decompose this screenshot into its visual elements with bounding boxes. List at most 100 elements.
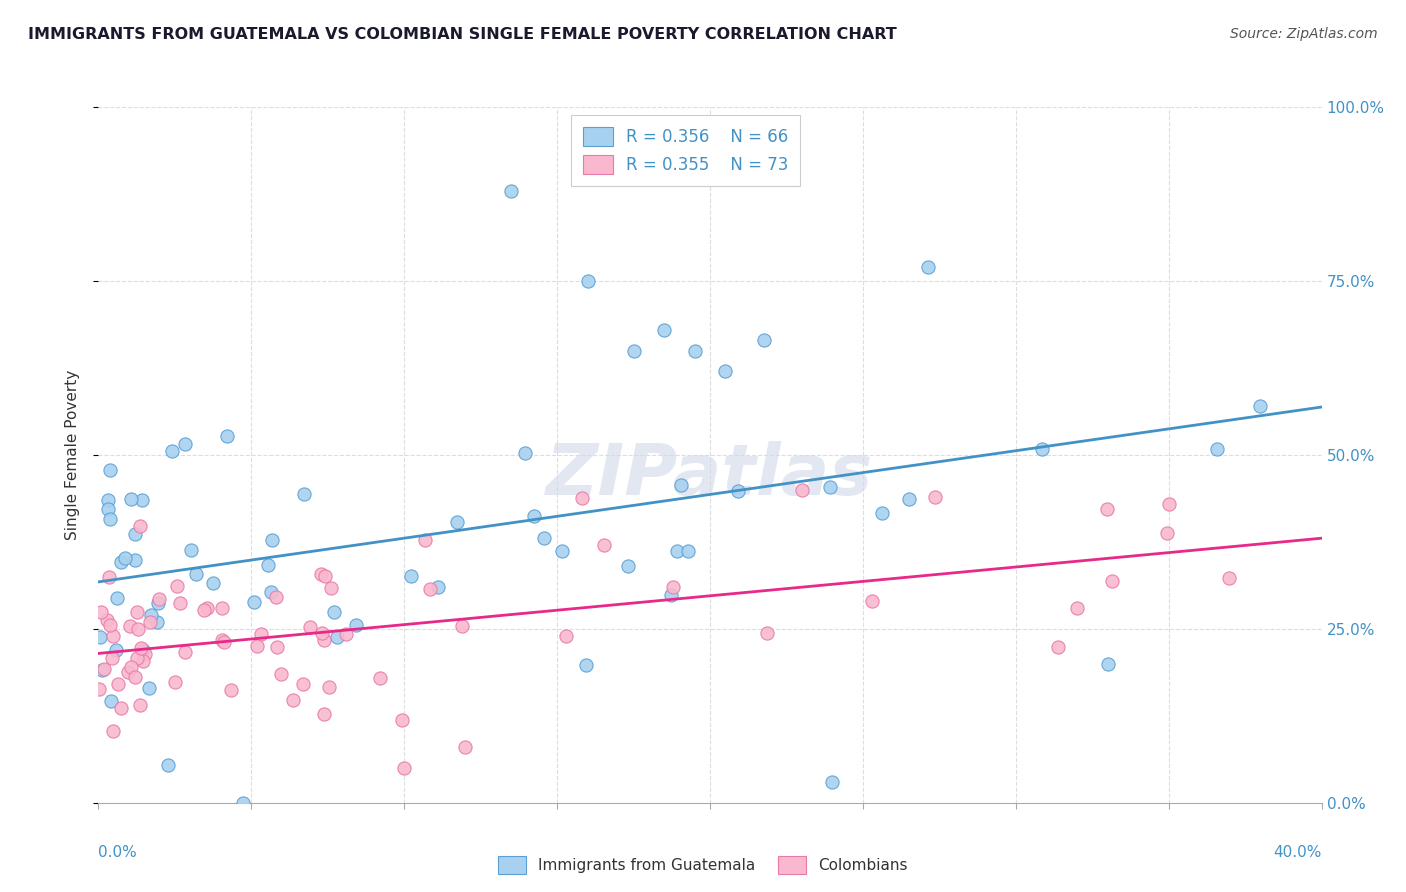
Point (98, 617, 121, 632)
Point (169, 596, 191, 610)
Point (870, 507, 893, 521)
Point (212, 635, 235, 649)
Point (141, 608, 163, 623)
Point (1250, 399, 1272, 413)
Text: 0.0%: 0.0% (98, 845, 138, 860)
Point (98, 512, 121, 526)
Point (124, 527, 146, 541)
Point (134, 648, 156, 662)
Point (90, 606, 112, 620)
Point (127, 605, 149, 619)
Point (97, 501, 120, 516)
Point (257, 558, 280, 572)
Point (89, 630, 111, 644)
Text: Source: ZipAtlas.com: Source: ZipAtlas.com (1230, 27, 1378, 41)
Point (128, 519, 150, 533)
Point (93, 662, 115, 676)
Point (368, 671, 391, 685)
Point (756, 625, 779, 640)
Point (661, 588, 683, 602)
Point (616, 558, 638, 573)
Point (1156, 525, 1178, 540)
Point (533, 531, 555, 545)
Point (250, 627, 273, 641)
Point (415, 533, 437, 548)
Point (311, 625, 333, 640)
Point (202, 576, 225, 591)
Point (652, 323, 675, 337)
Point (211, 632, 233, 647)
Point (571, 491, 593, 505)
Point (193, 603, 215, 617)
Point (451, 618, 474, 632)
Point (260, 533, 283, 547)
Point (298, 620, 321, 634)
Point (232, 796, 254, 810)
Point (145, 615, 167, 629)
Y-axis label: Single Female Poverty: Single Female Poverty (65, 370, 80, 540)
Point (1206, 442, 1229, 456)
Point (215, 429, 238, 443)
Point (91, 663, 114, 677)
Point (160, 444, 183, 458)
Point (314, 706, 336, 721)
Point (127, 650, 149, 665)
Point (322, 605, 344, 619)
Point (100, 693, 122, 707)
Point (727, 483, 749, 498)
Point (392, 761, 416, 775)
Point (89, 681, 111, 696)
Point (501, 184, 523, 198)
Text: 40.0%: 40.0% (1274, 845, 1322, 860)
Point (180, 543, 202, 558)
Point (219, 682, 242, 697)
Point (120, 492, 142, 507)
Point (146, 597, 169, 611)
Point (593, 538, 616, 552)
Point (174, 437, 197, 451)
Point (551, 543, 574, 558)
Point (186, 566, 208, 581)
Point (575, 658, 598, 673)
Point (292, 487, 315, 501)
Point (446, 516, 468, 530)
Point (131, 493, 153, 508)
Point (110, 701, 132, 715)
Text: IMMIGRANTS FROM GUATEMALA VS COLOMBIAN SINGLE FEMALE POVERTY CORRELATION CHART: IMMIGRANTS FROM GUATEMALA VS COLOMBIAN S… (28, 27, 897, 42)
Point (166, 579, 188, 593)
Point (132, 654, 155, 668)
Point (309, 566, 332, 581)
Point (917, 260, 939, 275)
Point (211, 601, 233, 615)
Point (163, 674, 186, 689)
Point (818, 480, 841, 494)
Point (103, 629, 125, 643)
Point (246, 640, 269, 654)
Point (138, 615, 160, 630)
Point (281, 693, 304, 707)
Point (513, 446, 536, 460)
Point (1101, 574, 1123, 589)
Point (454, 740, 477, 755)
Point (124, 552, 146, 566)
Point (523, 508, 546, 523)
Point (752, 333, 775, 347)
Point (266, 640, 288, 655)
Point (419, 582, 441, 597)
Text: ZIPatlas: ZIPatlas (547, 442, 873, 510)
Point (676, 544, 699, 558)
Point (120, 660, 142, 674)
Point (314, 568, 336, 582)
Point (101, 723, 124, 738)
Point (97, 492, 120, 507)
Point (1218, 572, 1240, 586)
Point (118, 619, 141, 633)
Point (105, 591, 128, 606)
Point (1157, 497, 1180, 511)
Point (1097, 657, 1119, 671)
Point (427, 580, 450, 594)
Point (270, 667, 292, 681)
Point (127, 622, 149, 636)
Point (318, 680, 340, 694)
Point (1097, 502, 1119, 516)
